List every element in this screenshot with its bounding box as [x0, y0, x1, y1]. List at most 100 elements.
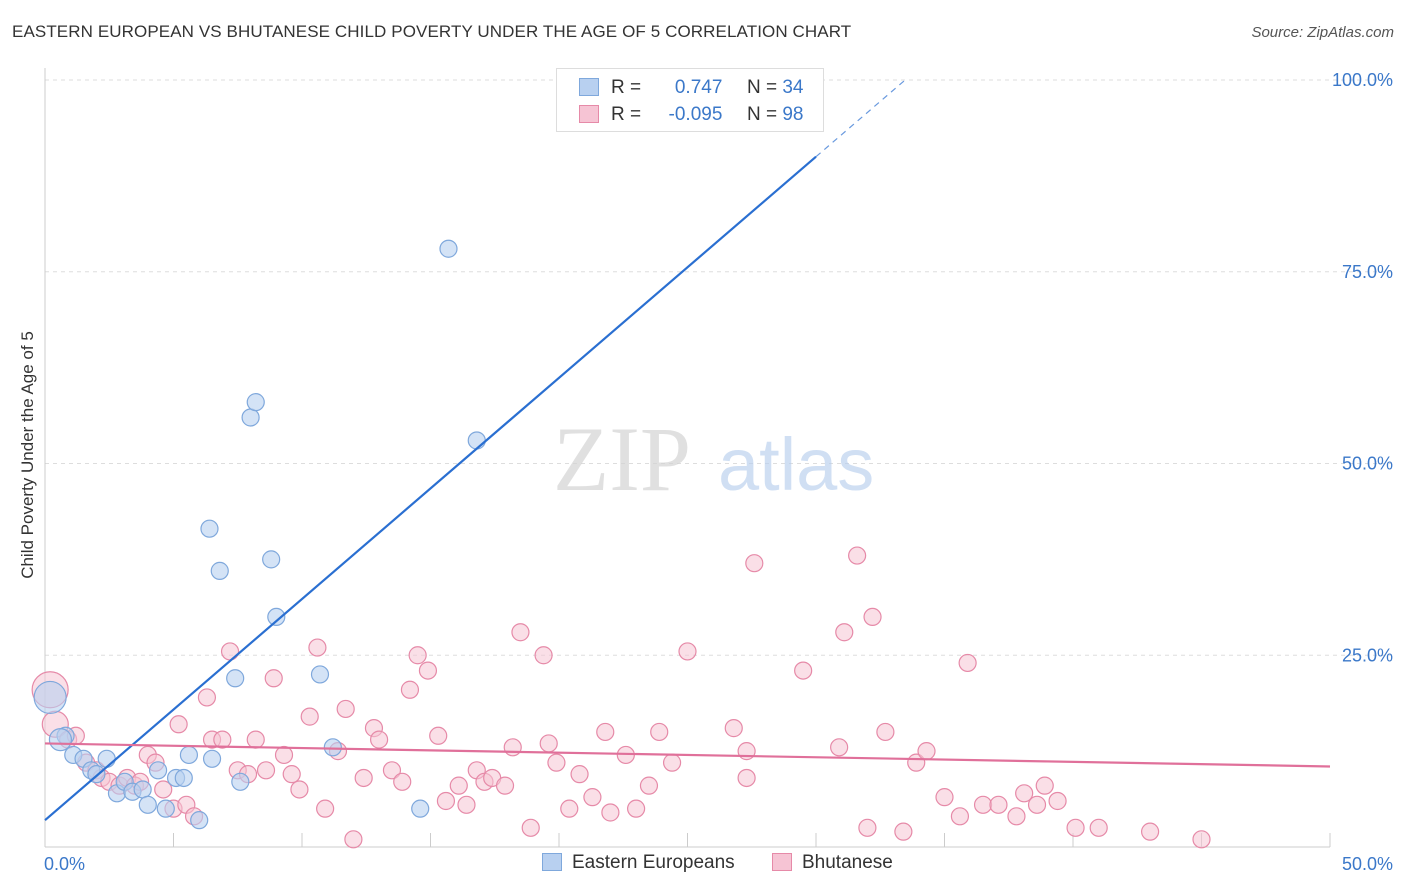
legend-n-label: N =: [746, 104, 778, 125]
watermark-zip: ZIP: [553, 408, 691, 510]
eastern-european-point: [241, 408, 260, 427]
bhutanese-point: [495, 776, 515, 795]
bhutanese-point: [354, 768, 373, 788]
eastern-european-point: [262, 550, 281, 569]
eastern-european-point: [190, 811, 209, 830]
correlation-legend: R = 0.747 N = 34 R = -0.095 N = 98: [556, 68, 824, 132]
bhutanese-point: [393, 772, 412, 791]
watermark-atlas: atlas: [718, 423, 874, 506]
bhutanese-point: [950, 807, 970, 826]
bhutanese-point: [246, 730, 265, 749]
bhutanese-point: [935, 788, 954, 807]
y-tick-label: 100.0%: [1332, 70, 1393, 90]
bhutanese-point: [989, 795, 1008, 814]
bhutanese-point: [539, 734, 558, 753]
bottom-swatch-blue: [542, 853, 562, 871]
bhutanese-trend-line: [44, 742, 1331, 768]
bhutanese-point: [724, 719, 743, 738]
bhutanese-point: [316, 799, 335, 818]
eastern-european-points: [33, 70, 823, 830]
bottom-legend-eastern-europeans: Eastern Europeans: [542, 852, 735, 874]
bhutanese-point: [436, 791, 456, 811]
eastern-european-point: [411, 799, 430, 818]
bhutanese-point: [639, 776, 659, 795]
bhutanese-point: [1035, 776, 1054, 795]
bhutanese-point: [626, 799, 646, 818]
eastern-european-point: [179, 745, 199, 765]
legend-swatch-pink: [579, 105, 599, 123]
legend-r-value: -0.095: [668, 104, 723, 125]
bhutanese-point: [1140, 822, 1160, 841]
bhutanese-point: [601, 803, 620, 822]
y-tick-label: 50.0%: [1342, 454, 1393, 474]
bottom-legend-label: Bhutanese: [802, 852, 893, 873]
eastern-european-point: [267, 607, 286, 627]
bhutanese-point: [596, 722, 615, 742]
bhutanese-point: [1066, 818, 1085, 837]
legend-r-value: 0.747: [674, 77, 723, 98]
bhutanese-point: [1192, 830, 1211, 849]
eastern-european-point: [148, 761, 168, 780]
bhutanese-point: [570, 765, 589, 784]
chart-title: EASTERN EUROPEAN VS BHUTANESE CHILD POVE…: [12, 22, 852, 41]
bottom-swatch-pink: [772, 853, 792, 871]
y-tick-label: 25.0%: [1342, 645, 1393, 665]
bhutanese-point: [449, 776, 468, 795]
bhutanese-point: [521, 818, 540, 837]
bhutanese-point: [457, 795, 476, 814]
eastern-european-point: [156, 799, 175, 818]
eastern-european-point: [133, 780, 152, 799]
bhutanese-point: [1027, 795, 1047, 814]
bhutanese-point: [1089, 818, 1108, 837]
x-tick-label: 0.0%: [44, 854, 85, 874]
eastern-european-point: [48, 728, 73, 752]
bhutanese-point: [973, 795, 993, 814]
y-tick-label: 75.0%: [1342, 262, 1393, 282]
bhutanese-point: [274, 745, 294, 765]
eastern-european-point: [138, 795, 157, 814]
bhutanese-point: [560, 799, 579, 818]
bhutanese-point: [282, 765, 301, 784]
bhutanese-point: [220, 642, 240, 661]
bhutanese-point: [503, 738, 522, 757]
eastern-european-point: [33, 680, 67, 715]
eastern-european-point: [231, 772, 250, 791]
eastern-european-point: [226, 669, 245, 688]
bhutanese-point: [894, 822, 913, 841]
bhutanese-point: [662, 753, 682, 772]
eastern-european-trend-extension: [815, 78, 907, 158]
bhutanese-point: [370, 730, 389, 749]
legend-r-label: R =: [611, 77, 642, 98]
bhutanese-point: [737, 768, 756, 788]
bhutanese-points: [31, 546, 1211, 849]
bhutanese-point: [382, 761, 402, 780]
bhutanese-point: [534, 646, 553, 665]
bhutanese-point: [1015, 784, 1034, 803]
bhutanese-point: [848, 546, 867, 565]
bhutanese-point: [256, 761, 276, 780]
trend-lines: [44, 78, 1331, 821]
eastern-european-point: [200, 519, 219, 538]
bhutanese-point: [547, 753, 566, 772]
legend-r-label: R =: [611, 104, 642, 125]
eastern-european-point: [210, 561, 229, 580]
grid-lines: [45, 79, 1392, 656]
bhutanese-point: [1007, 807, 1026, 826]
bhutanese-point: [213, 730, 232, 749]
bhutanese-point: [290, 780, 309, 799]
bhutanese-point: [863, 607, 882, 627]
eastern-european-point: [97, 749, 116, 768]
bhutanese-point: [400, 680, 420, 699]
bhutanese-point: [745, 554, 764, 573]
bhutanese-point: [830, 738, 849, 757]
eastern-european-point: [174, 768, 193, 788]
bhutanese-point: [429, 726, 448, 745]
bottom-legend-bhutanese: Bhutanese: [772, 852, 893, 874]
bhutanese-point: [154, 780, 173, 799]
eastern-european-point: [439, 239, 458, 258]
source-label: Source: ZipAtlas.com: [1251, 24, 1394, 41]
bhutanese-point: [876, 722, 895, 742]
bhutanese-point: [308, 638, 327, 657]
bhutanese-point: [408, 646, 427, 665]
bhutanese-point: [197, 688, 217, 707]
